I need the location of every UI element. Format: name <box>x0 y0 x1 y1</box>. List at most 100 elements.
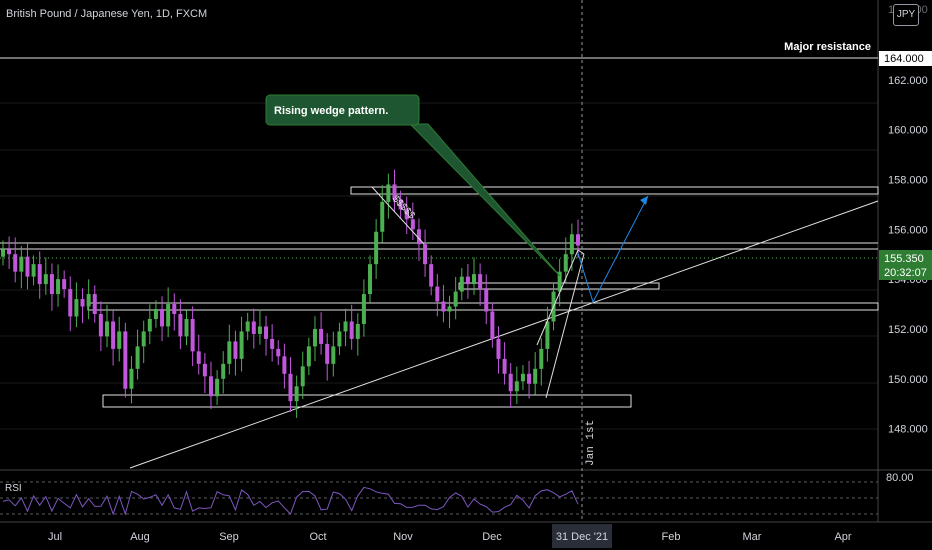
candle-body <box>404 209 409 220</box>
candle-body <box>129 368 134 389</box>
candle-body <box>349 321 354 339</box>
candle-body <box>1 249 5 257</box>
candle-body <box>276 348 281 357</box>
time-tick-label: Feb <box>662 531 681 543</box>
candle-body <box>355 323 360 339</box>
candle-body <box>423 244 428 265</box>
callout-pointer <box>408 123 561 277</box>
candle-body <box>472 274 477 285</box>
projection-arrow-head <box>640 196 648 205</box>
candle-body <box>264 326 269 339</box>
candle-body <box>270 338 275 349</box>
currency-badge[interactable]: JPY <box>893 4 919 26</box>
candle-body <box>319 328 324 344</box>
candles <box>1 169 580 418</box>
last-price-value: 155.350 <box>884 253 924 265</box>
channel-line <box>371 186 425 245</box>
candle-body <box>527 373 532 384</box>
candle-body <box>374 231 379 265</box>
candle-body <box>429 264 434 287</box>
candle-body <box>251 321 256 334</box>
candle-body <box>68 289 73 317</box>
candle-body <box>86 294 91 307</box>
candle-body <box>239 331 244 359</box>
candle-body <box>221 363 226 379</box>
candle-body <box>447 306 452 312</box>
candle-body <box>337 331 342 347</box>
candle-body <box>147 318 152 332</box>
candle-body <box>172 304 177 314</box>
resistance-zone-158 <box>350 186 879 195</box>
candle-body <box>361 294 366 324</box>
candle-body <box>496 338 501 359</box>
candle-body <box>484 289 489 312</box>
candle-body <box>104 321 109 337</box>
candle-body <box>368 264 373 295</box>
candle-body <box>245 321 250 332</box>
candle-body <box>166 304 171 327</box>
candle-body <box>123 331 128 389</box>
rsi-level-label: 80.00 <box>886 472 914 484</box>
candle-body <box>343 321 348 332</box>
candle-body <box>563 254 568 272</box>
candle-body <box>490 311 495 339</box>
candle-body <box>300 366 305 387</box>
candle-body <box>331 346 336 364</box>
candle-body <box>208 376 213 397</box>
candle-body <box>282 356 287 374</box>
candle-body <box>19 256 24 272</box>
candle-body <box>111 321 116 349</box>
candle-body <box>135 346 140 369</box>
time-tick-label: Oct <box>309 531 326 543</box>
candle-body <box>416 229 421 245</box>
candle-body <box>62 279 67 290</box>
candle-body <box>13 254 18 272</box>
candle-body <box>380 201 385 232</box>
candle-body <box>160 309 165 327</box>
price-tick-label: 152.000 <box>888 324 928 336</box>
time-tick-label: Mar <box>743 531 762 543</box>
candle-body <box>557 271 562 292</box>
candle-body <box>288 373 293 402</box>
price-tick-label: 150.000 <box>888 374 928 386</box>
candle-body <box>569 234 574 255</box>
rising-wedge <box>536 249 585 399</box>
time-tick-label: Sep <box>219 531 239 543</box>
time-tick-label: Aug <box>130 531 150 543</box>
rsi-label: RSI <box>5 483 22 494</box>
candle-body <box>294 386 299 402</box>
candle-body <box>514 381 519 392</box>
last-price-tag <box>879 250 932 280</box>
time-cursor-tag <box>552 524 612 548</box>
candle-body <box>459 276 464 292</box>
candle-body <box>478 274 483 290</box>
candle-body <box>117 331 122 349</box>
callout-box <box>265 94 420 126</box>
candle-body <box>453 291 458 307</box>
price-tick-label: 162.000 <box>888 75 928 87</box>
candle-body <box>56 279 61 295</box>
candle-body <box>465 276 470 285</box>
candle-body <box>43 274 48 285</box>
price-tick-label: 160.000 <box>888 125 928 137</box>
candle-body <box>80 299 85 307</box>
candle-body <box>545 321 550 349</box>
major-resistance-tag-text: 164.000 <box>884 53 924 65</box>
last-price-time: 20:32:07 <box>884 267 927 279</box>
candle-body <box>49 274 54 295</box>
candle-body <box>410 219 415 230</box>
price-axis-labels: 148.000150.000152.000154.000156.000158.0… <box>888 75 928 436</box>
time-tick-label: Nov <box>393 531 413 543</box>
candle-body <box>539 348 544 369</box>
candle-body <box>153 309 158 319</box>
candle-body <box>257 326 262 334</box>
candle-body <box>178 314 183 337</box>
candle-body <box>576 234 580 246</box>
candle-body <box>25 256 30 277</box>
candle-body <box>386 184 391 202</box>
candle-body <box>215 378 220 397</box>
candle-body <box>190 318 195 352</box>
chart-title: British Pound / Japanese Yen, 1D, FXCM <box>6 8 208 20</box>
projection-arrow <box>577 195 649 304</box>
